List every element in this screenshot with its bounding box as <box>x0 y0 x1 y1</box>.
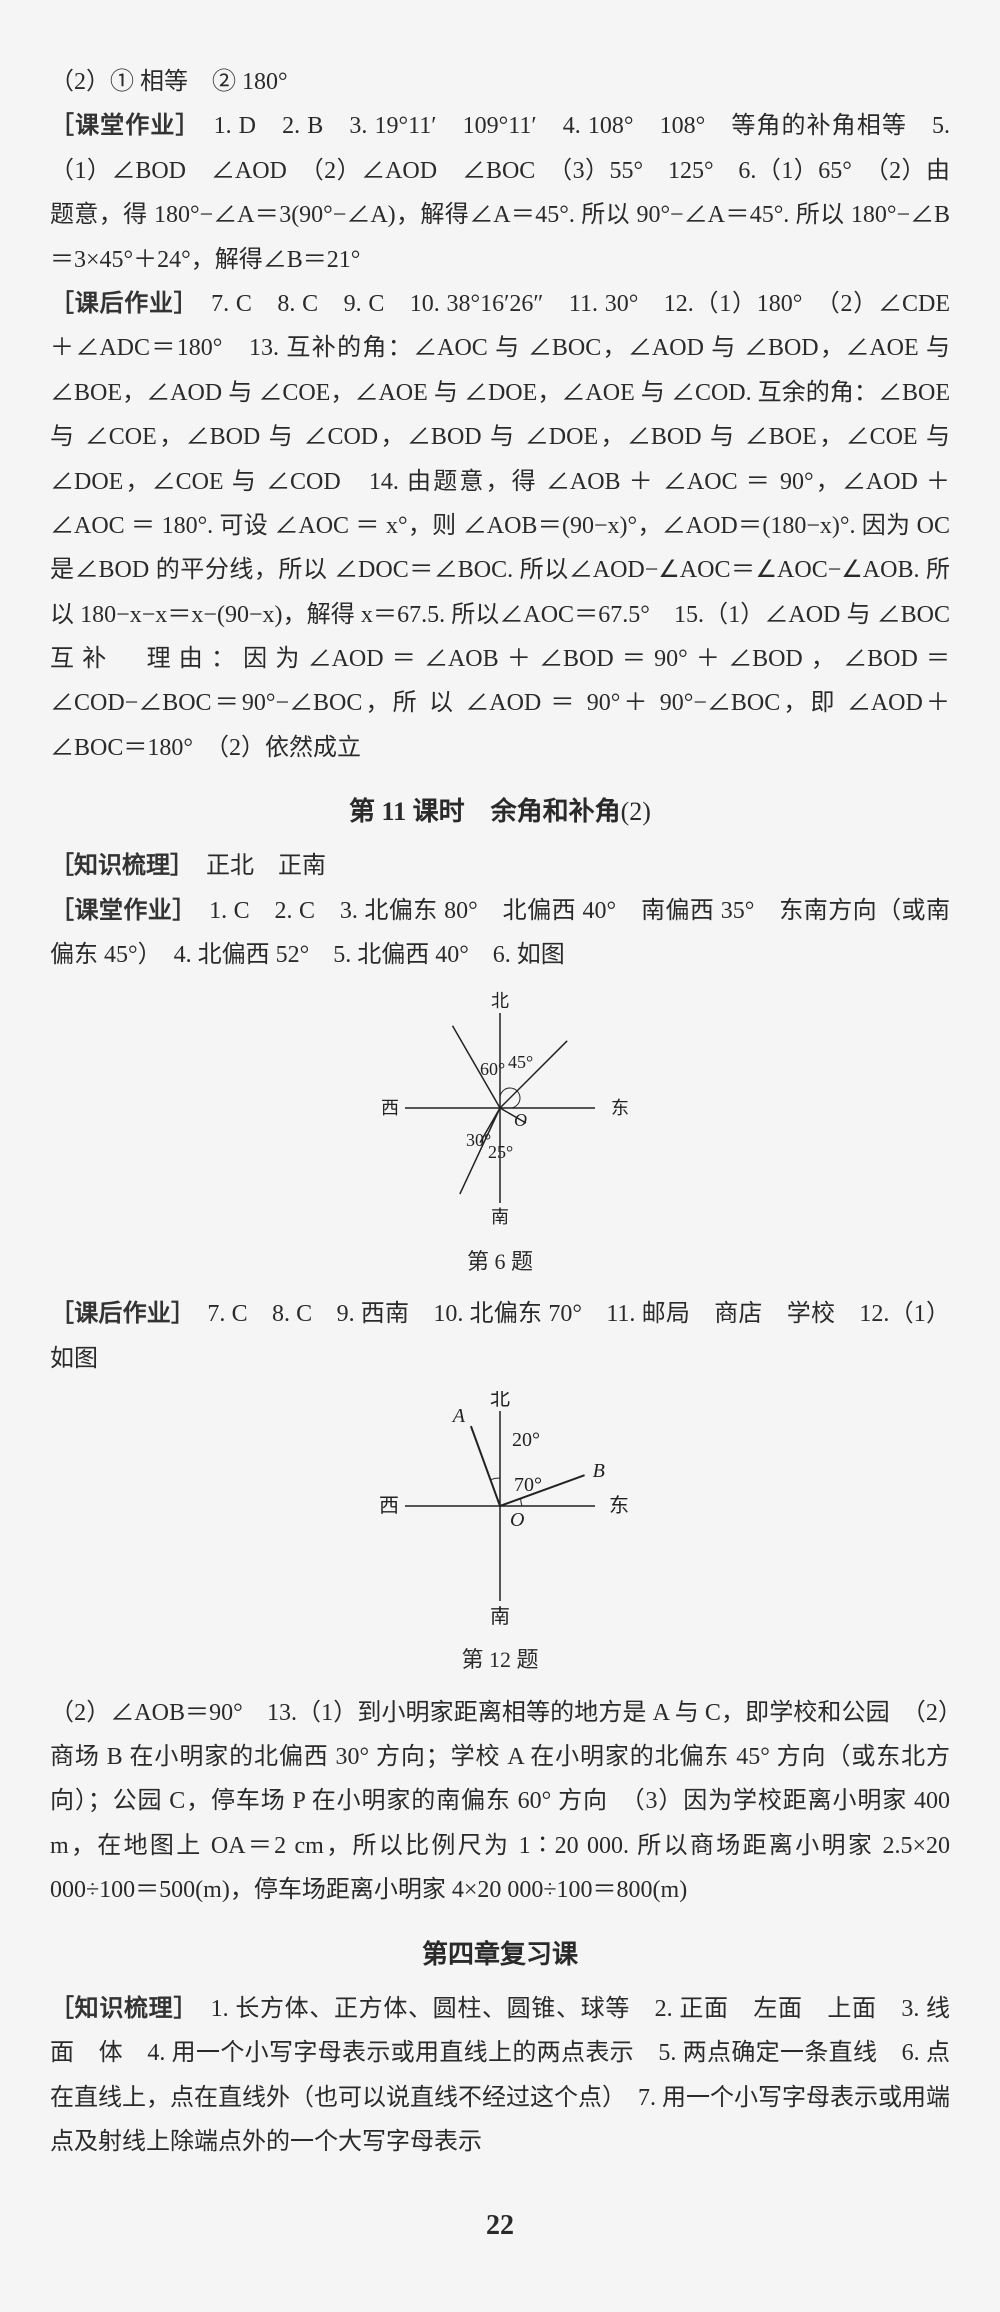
s11-continue: （2）∠AOB＝90° 13.（1）到小明家距离相等的地方是 A 与 C，即学校… <box>50 1691 950 1913</box>
s11-knowledge: ［知识梳理］ 正北 正南 <box>50 844 950 888</box>
section-11-title: 第 11 课时 余角和补角(2) <box>50 788 950 836</box>
knowledge-label: ［知识梳理］ <box>50 1996 211 2022</box>
svg-text:60°: 60° <box>480 1059 505 1079</box>
svg-text:45°: 45° <box>508 1052 533 1072</box>
knowledge-text: 正北 正南 <box>206 853 326 879</box>
homework-text: 7. C 8. C 9. C 10. 38°16′26″ 11. 30° 12.… <box>50 291 950 761</box>
line-prev: （2）① 相等 ② 180° <box>50 60 950 104</box>
knowledge-label: ［知识梳理］ <box>50 853 206 879</box>
svg-text:B: B <box>593 1460 605 1482</box>
svg-text:A: A <box>451 1405 466 1427</box>
review-knowledge: ［知识梳理］ 1. 长方体、正方体、圆柱、圆锥、球等 2. 正面 左面 上面 3… <box>50 1987 950 2165</box>
s11-classwork: ［课堂作业］ 1. C 2. C 3. 北偏东 80° 北偏西 40° 南偏西 … <box>50 889 950 978</box>
svg-text:O: O <box>514 1110 527 1130</box>
page-content: （2）① 相等 ② 180° ［课堂作业］ 1. D 2. B 3. 19°11… <box>50 60 950 2252</box>
svg-text:东: 东 <box>611 1098 629 1118</box>
svg-text:南: 南 <box>490 1605 510 1628</box>
page-number: 22 <box>50 2200 950 2252</box>
svg-text:70°: 70° <box>514 1474 542 1496</box>
title-suffix: (2) <box>621 797 651 826</box>
svg-text:25°: 25° <box>488 1142 513 1162</box>
title-strong: 第 11 课时 余角和补角 <box>349 797 621 826</box>
compass-diagram-6: 北南东西O60°45°30°25° <box>360 988 640 1238</box>
svg-text:西: 西 <box>381 1098 399 1118</box>
svg-text:20°: 20° <box>512 1429 540 1451</box>
svg-text:东: 东 <box>609 1494 629 1517</box>
homework-block: ［课后作业］ 7. C 8. C 9. C 10. 38°16′26″ 11. … <box>50 282 950 770</box>
homework-label: ［课后作业］ <box>50 1301 207 1327</box>
diagram-6: 北南东西O60°45°30°25° 第 6 题 <box>50 988 950 1283</box>
svg-text:北: 北 <box>491 991 509 1011</box>
compass-diagram-12: 北南 东 西 O A B 20° 70° <box>360 1391 640 1636</box>
svg-text:O: O <box>510 1509 524 1531</box>
homework-label: ［课后作业］ <box>50 291 211 317</box>
diagram-12-caption: 第 12 题 <box>461 1640 538 1681</box>
chapter4-title: 第四章复习课 <box>50 1931 950 1979</box>
classwork-block: ［课堂作业］ 1. D 2. B 3. 19°11′ 109°11′ 4. 10… <box>50 104 950 282</box>
svg-text:西: 西 <box>379 1495 399 1517</box>
diagram-12: 北南 东 西 O A B 20° 70° 第 12 题 <box>50 1391 950 1681</box>
classwork-label: ［课堂作业］ <box>50 898 209 924</box>
svg-text:南: 南 <box>491 1207 509 1227</box>
svg-text:北: 北 <box>490 1391 510 1410</box>
s11-homework: ［课后作业］ 7. C 8. C 9. 西南 10. 北偏东 70° 11. 邮… <box>50 1292 950 1381</box>
classwork-label: ［课堂作业］ <box>50 113 214 139</box>
diagram-6-caption: 第 6 题 <box>467 1242 533 1283</box>
